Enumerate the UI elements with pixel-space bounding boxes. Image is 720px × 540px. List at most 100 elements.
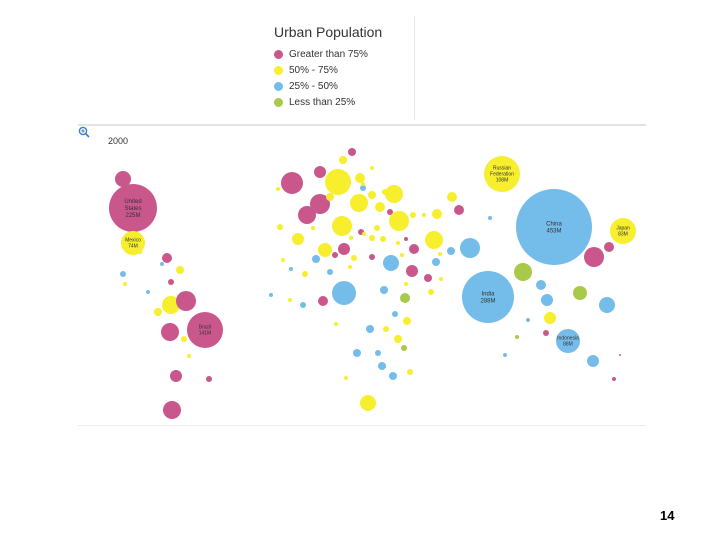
country-bubble[interactable] [447, 247, 455, 255]
country-bubble[interactable] [168, 279, 174, 285]
country-bubble[interactable] [584, 247, 604, 267]
country-bubble[interactable] [378, 362, 386, 370]
country-bubble[interactable] [536, 280, 546, 290]
country-bubble[interactable] [403, 317, 411, 325]
country-bubble[interactable] [334, 322, 338, 326]
bubble-indonesia[interactable] [556, 329, 580, 353]
country-bubble[interactable] [170, 370, 182, 382]
country-bubble[interactable] [123, 282, 127, 286]
country-bubble[interactable] [428, 289, 434, 295]
country-bubble[interactable] [380, 236, 386, 242]
country-bubble[interactable] [383, 255, 399, 271]
country-bubble[interactable] [355, 173, 365, 183]
country-bubble[interactable] [310, 194, 330, 214]
country-bubble[interactable] [407, 369, 413, 375]
country-bubble[interactable] [526, 318, 530, 322]
country-bubble[interactable] [351, 255, 357, 261]
bubble-mexico[interactable] [121, 231, 145, 255]
country-bubble[interactable] [162, 253, 172, 263]
country-bubble[interactable] [269, 293, 273, 297]
country-bubble[interactable] [332, 216, 352, 236]
country-bubble[interactable] [176, 266, 184, 274]
country-bubble[interactable] [385, 185, 403, 203]
country-bubble[interactable] [369, 254, 375, 260]
country-bubble[interactable] [154, 308, 162, 316]
country-bubble[interactable] [366, 325, 374, 333]
country-bubble[interactable] [281, 172, 303, 194]
country-bubble[interactable] [176, 291, 196, 311]
country-bubble[interactable] [332, 252, 338, 258]
country-bubble[interactable] [604, 242, 614, 252]
country-bubble[interactable] [387, 209, 393, 215]
country-bubble[interactable] [369, 235, 375, 241]
country-bubble[interactable] [368, 191, 376, 199]
bubble-brazil[interactable] [187, 312, 223, 348]
country-bubble[interactable] [187, 354, 191, 358]
country-bubble[interactable] [454, 205, 464, 215]
country-bubble[interactable] [298, 206, 316, 224]
country-bubble[interactable] [438, 252, 442, 256]
country-bubble[interactable] [587, 355, 599, 367]
country-bubble[interactable] [181, 336, 187, 342]
country-bubble[interactable] [370, 166, 374, 170]
country-bubble[interactable] [289, 267, 293, 271]
country-bubble[interactable] [503, 353, 507, 357]
legend-item-less-25[interactable]: Less than 25% [274, 95, 355, 109]
country-bubble[interactable] [394, 335, 402, 343]
country-bubble[interactable] [447, 192, 457, 202]
country-bubble[interactable] [300, 302, 306, 308]
country-bubble[interactable] [161, 323, 179, 341]
country-bubble[interactable] [541, 294, 553, 306]
country-bubble[interactable] [375, 202, 385, 212]
country-bubble[interactable] [432, 258, 440, 266]
country-bubble[interactable] [360, 395, 376, 411]
country-bubble[interactable] [360, 185, 366, 191]
country-bubble[interactable] [338, 243, 350, 255]
country-bubble[interactable] [348, 148, 356, 156]
country-bubble[interactable] [515, 335, 519, 339]
country-bubble[interactable] [400, 293, 410, 303]
country-bubble[interactable] [160, 262, 164, 266]
zoom-icon[interactable] [78, 126, 90, 138]
bubble-map[interactable]: 2000 United States 225M Mexico 74M Brazil 141M… [78, 124, 646, 426]
country-bubble[interactable] [348, 265, 352, 269]
country-bubble[interactable] [396, 241, 400, 245]
country-bubble[interactable] [544, 312, 556, 324]
country-bubble[interactable] [314, 166, 326, 178]
country-bubble[interactable] [288, 298, 292, 302]
bubble-india[interactable] [462, 271, 514, 323]
country-bubble[interactable] [332, 281, 356, 305]
country-bubble[interactable] [349, 236, 353, 240]
country-bubble[interactable] [619, 354, 621, 356]
country-bubble[interactable] [292, 233, 304, 245]
country-bubble[interactable] [326, 193, 334, 201]
bubble-china[interactable] [516, 189, 592, 265]
country-bubble[interactable] [401, 345, 407, 351]
country-bubble[interactable] [325, 169, 351, 195]
country-bubble[interactable] [375, 350, 381, 356]
country-bubble[interactable] [146, 290, 150, 294]
country-bubble[interactable] [432, 209, 442, 219]
country-bubble[interactable] [400, 253, 404, 257]
country-bubble[interactable] [573, 286, 587, 300]
country-bubble[interactable] [488, 216, 492, 220]
legend-item-25-50[interactable]: 25% - 50% [274, 79, 338, 93]
country-bubble[interactable] [362, 232, 366, 236]
country-bubble[interactable] [599, 297, 615, 313]
country-bubble[interactable] [115, 171, 131, 187]
country-bubble[interactable] [350, 194, 368, 212]
country-bubble[interactable] [276, 187, 280, 191]
country-bubble[interactable] [389, 372, 397, 380]
country-bubble[interactable] [163, 401, 181, 419]
country-bubble[interactable] [383, 326, 389, 332]
country-bubble[interactable] [543, 330, 549, 336]
country-bubble[interactable] [162, 296, 180, 314]
country-bubble[interactable] [404, 282, 408, 286]
country-bubble[interactable] [380, 286, 388, 294]
country-bubble[interactable] [339, 156, 347, 164]
country-bubble[interactable] [302, 271, 308, 277]
country-bubble[interactable] [612, 377, 616, 381]
country-bubble[interactable] [277, 224, 283, 230]
legend-item-50-75[interactable]: 50% - 75% [274, 63, 338, 77]
country-bubble[interactable] [311, 226, 315, 230]
